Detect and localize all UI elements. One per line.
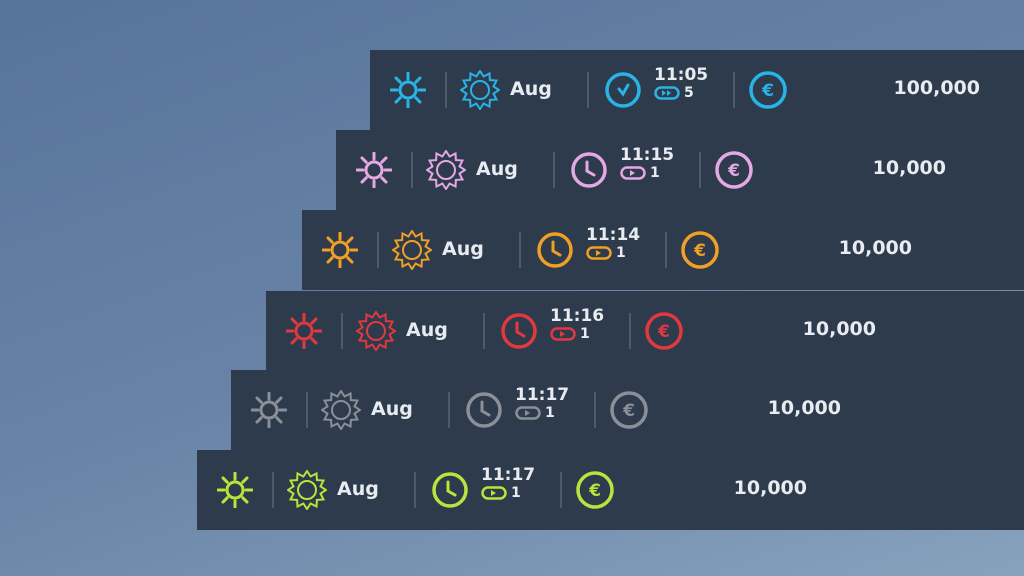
play-icon xyxy=(586,246,612,260)
money-value: 10,000 xyxy=(767,397,841,419)
season-sun-icon[interactable] xyxy=(355,310,397,355)
euro-icon[interactable]: € xyxy=(609,390,649,434)
hud-bar: Aug 11:14 1 € 10,000 xyxy=(302,210,1024,290)
weather-sun-icon[interactable] xyxy=(321,231,359,272)
game-speed[interactable]: 1 xyxy=(550,326,590,342)
euro-icon[interactable]: € xyxy=(575,470,615,514)
month-label: Aug xyxy=(371,398,413,420)
clock-icon[interactable] xyxy=(431,471,471,515)
speed-value: 1 xyxy=(511,485,521,501)
hud-bar: Aug 11:17 1 € 10,000 xyxy=(231,370,1024,450)
weather-sun-icon[interactable] xyxy=(389,71,427,112)
play-icon xyxy=(515,406,541,420)
season-sun-icon[interactable] xyxy=(391,229,433,274)
divider xyxy=(629,313,631,349)
time-label: 11:17 xyxy=(515,385,570,405)
divider xyxy=(665,232,667,268)
time-label: 11:15 xyxy=(620,145,675,165)
divider xyxy=(483,313,485,349)
svg-text:€: € xyxy=(588,481,601,501)
game-speed[interactable]: 1 xyxy=(515,405,555,421)
game-speed[interactable]: 1 xyxy=(620,165,660,181)
euro-icon[interactable]: € xyxy=(644,311,684,355)
game-speed[interactable]: 1 xyxy=(481,485,521,501)
time-label: 11:05 xyxy=(654,65,709,85)
season-sun-icon[interactable] xyxy=(286,469,328,514)
weather-sun-icon[interactable] xyxy=(355,151,393,192)
money-value: 10,000 xyxy=(802,318,876,340)
time-label: 11:16 xyxy=(550,306,605,326)
svg-text:€: € xyxy=(727,161,740,181)
time-label: 11:17 xyxy=(481,465,536,485)
money-value: 10,000 xyxy=(838,237,912,259)
divider xyxy=(411,152,413,188)
divider xyxy=(519,232,521,268)
svg-text:€: € xyxy=(693,241,706,261)
divider xyxy=(445,72,447,108)
clock-icon[interactable] xyxy=(536,231,576,275)
divider xyxy=(699,152,701,188)
divider xyxy=(414,472,416,508)
weather-sun-icon[interactable] xyxy=(285,312,323,353)
speed-value: 5 xyxy=(684,85,694,101)
money-value: 10,000 xyxy=(733,477,807,499)
money-value: 100,000 xyxy=(893,77,980,99)
play-icon xyxy=(481,486,507,500)
euro-icon[interactable]: € xyxy=(748,70,788,114)
divider xyxy=(587,72,589,108)
clock-icon[interactable] xyxy=(465,391,505,435)
divider xyxy=(448,392,450,428)
hud-bar: Aug 11:17 1 € 10,000 xyxy=(197,450,1024,530)
speed-value: 1 xyxy=(650,165,660,181)
svg-text:€: € xyxy=(622,401,635,421)
euro-icon[interactable]: € xyxy=(680,230,720,274)
time-label: 11:14 xyxy=(586,225,641,245)
euro-icon[interactable]: € xyxy=(714,150,754,194)
divider xyxy=(341,313,343,349)
month-label: Aug xyxy=(406,319,448,341)
divider xyxy=(553,152,555,188)
month-label: Aug xyxy=(476,158,518,180)
speed-value: 1 xyxy=(616,245,626,261)
svg-text:€: € xyxy=(657,322,670,342)
play-icon xyxy=(620,166,646,180)
clock-icon[interactable] xyxy=(604,71,644,115)
hud-bar: Aug 11:16 1 € 10,000 xyxy=(266,291,1024,371)
divider xyxy=(306,392,308,428)
fast-forward-icon xyxy=(654,86,680,100)
hud-bar: Aug 11:15 1 € 10,000 xyxy=(336,130,1024,210)
hud-bar: Aug 11:05 5 € 100,000 xyxy=(370,50,1024,130)
clock-icon[interactable] xyxy=(500,312,540,356)
divider xyxy=(733,72,735,108)
month-label: Aug xyxy=(337,478,379,500)
game-speed[interactable]: 5 xyxy=(654,85,694,101)
svg-text:€: € xyxy=(761,81,774,101)
month-label: Aug xyxy=(442,238,484,260)
divider xyxy=(594,392,596,428)
speed-value: 1 xyxy=(580,326,590,342)
speed-value: 1 xyxy=(545,405,555,421)
season-sun-icon[interactable] xyxy=(425,149,467,194)
season-sun-icon[interactable] xyxy=(320,389,362,434)
play-icon xyxy=(550,327,576,341)
divider xyxy=(272,472,274,508)
clock-icon[interactable] xyxy=(570,151,610,195)
month-label: Aug xyxy=(510,78,552,100)
divider xyxy=(560,472,562,508)
money-value: 10,000 xyxy=(872,157,946,179)
weather-sun-icon[interactable] xyxy=(216,471,254,512)
season-sun-icon[interactable] xyxy=(459,69,501,114)
weather-sun-icon[interactable] xyxy=(250,391,288,432)
game-speed[interactable]: 1 xyxy=(586,245,626,261)
divider xyxy=(377,232,379,268)
